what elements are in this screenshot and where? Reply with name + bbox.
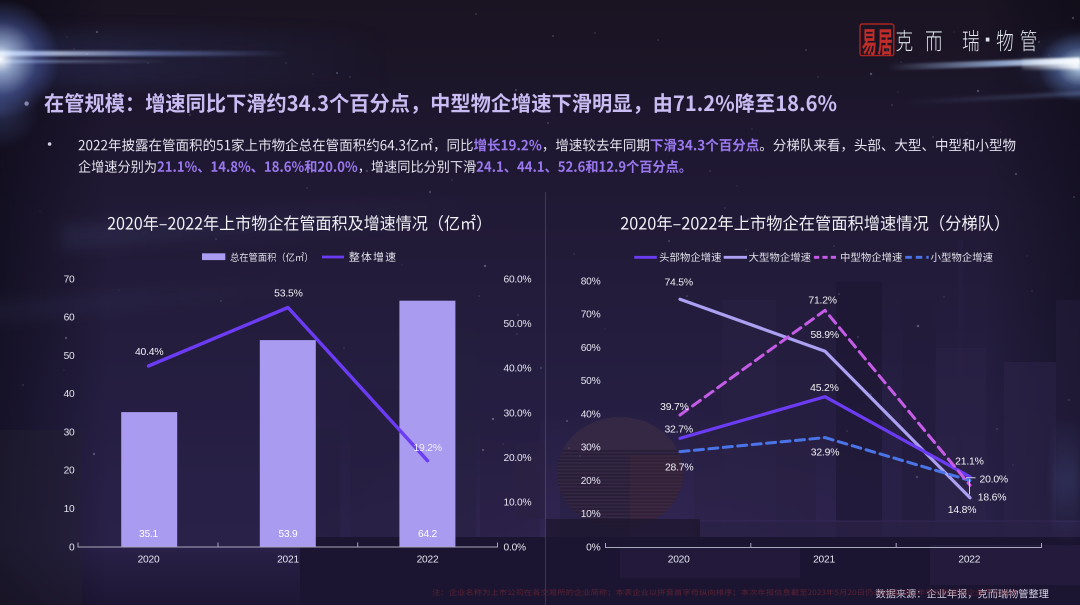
- svg-text:32.7%: 32.7%: [664, 424, 692, 435]
- svg-text:64.2: 64.2: [418, 529, 438, 540]
- svg-text:2022: 2022: [417, 555, 439, 566]
- svg-text:39.7%: 39.7%: [660, 402, 688, 413]
- svg-text:19.2%: 19.2%: [413, 443, 441, 454]
- svg-text:60.0%: 60.0%: [504, 274, 532, 285]
- svg-text:2021: 2021: [277, 555, 299, 566]
- svg-text:10: 10: [64, 504, 75, 515]
- svg-text:30%: 30%: [581, 443, 601, 454]
- svg-text:20: 20: [64, 466, 75, 477]
- svg-text:20.0%: 20.0%: [980, 475, 1008, 486]
- svg-text:21.1%: 21.1%: [955, 457, 983, 468]
- svg-text:70: 70: [64, 274, 75, 285]
- svg-text:14.8%: 14.8%: [948, 505, 976, 516]
- svg-text:70%: 70%: [581, 310, 601, 321]
- svg-text:45.2%: 45.2%: [810, 383, 838, 394]
- svg-text:50%: 50%: [581, 376, 601, 387]
- svg-text:0: 0: [69, 542, 75, 553]
- svg-text:58.9%: 58.9%: [810, 330, 838, 341]
- svg-text:10%: 10%: [581, 509, 601, 520]
- svg-text:74.5%: 74.5%: [664, 277, 692, 288]
- svg-text:40: 40: [64, 389, 75, 400]
- svg-text:80%: 80%: [581, 276, 601, 287]
- svg-text:10.0%: 10.0%: [504, 498, 532, 509]
- svg-text:28.7%: 28.7%: [665, 463, 693, 474]
- svg-text:60%: 60%: [581, 343, 601, 354]
- svg-text:40%: 40%: [581, 409, 601, 420]
- svg-text:0%: 0%: [586, 542, 600, 553]
- svg-text:30: 30: [64, 427, 75, 438]
- svg-text:53.5%: 53.5%: [274, 288, 302, 299]
- svg-text:50.0%: 50.0%: [504, 319, 532, 330]
- svg-text:40.0%: 40.0%: [504, 364, 532, 375]
- svg-text:0.0%: 0.0%: [504, 542, 527, 553]
- svg-text:2021: 2021: [813, 555, 835, 566]
- svg-text:2020: 2020: [668, 555, 690, 566]
- svg-text:60: 60: [64, 313, 75, 324]
- svg-text:30.0%: 30.0%: [504, 408, 532, 419]
- svg-text:40.4%: 40.4%: [135, 347, 163, 358]
- svg-text:2020: 2020: [138, 555, 160, 566]
- svg-text:35.1: 35.1: [139, 529, 159, 540]
- svg-text:50: 50: [64, 351, 75, 362]
- svg-text:18.6%: 18.6%: [978, 493, 1006, 504]
- svg-text:2022: 2022: [958, 555, 980, 566]
- svg-text:53.9: 53.9: [278, 529, 298, 540]
- svg-text:71.2%: 71.2%: [808, 296, 836, 307]
- svg-text:20.0%: 20.0%: [504, 453, 532, 464]
- svg-text:32.9%: 32.9%: [811, 448, 839, 459]
- svg-text:20%: 20%: [581, 476, 601, 487]
